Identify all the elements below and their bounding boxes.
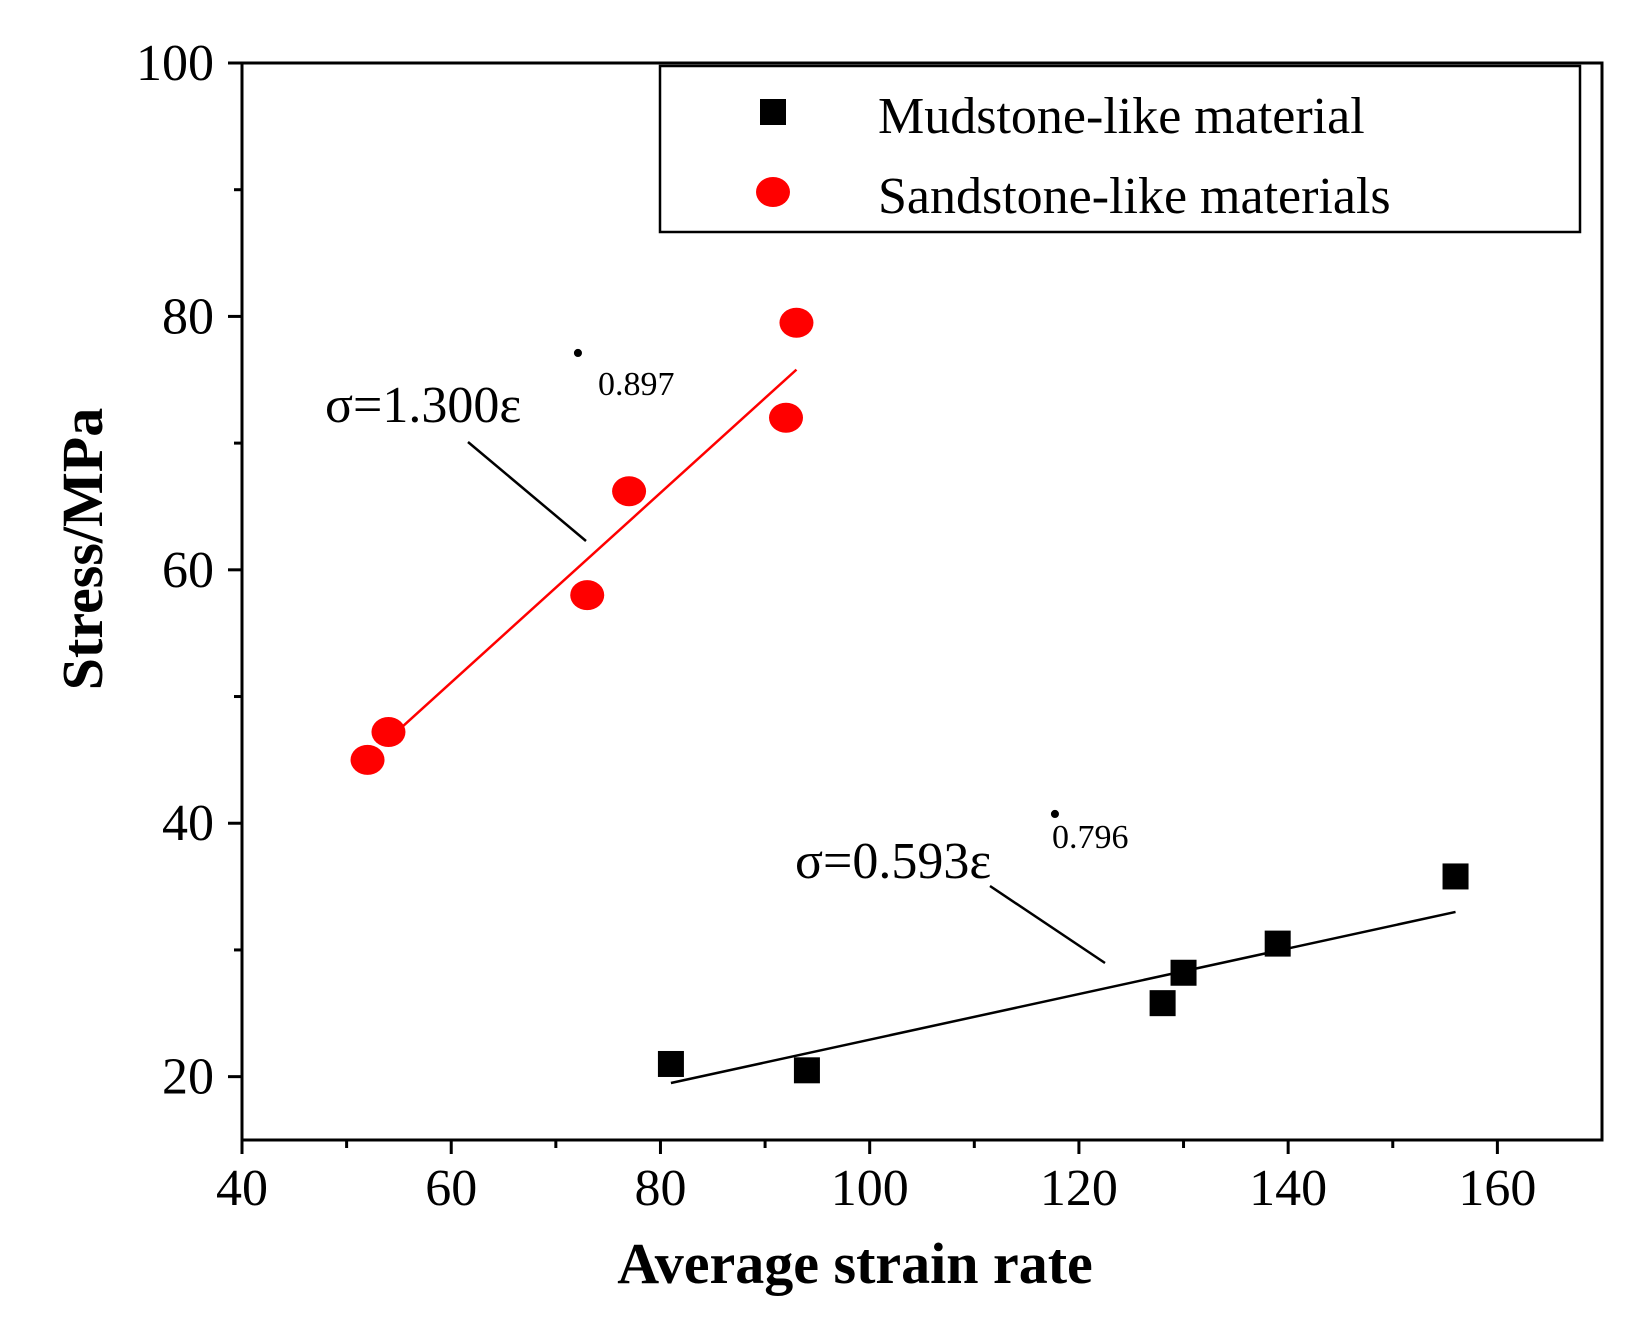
sandstone-data-point [371,717,406,748]
legend-label: Sandstone-like materials [878,168,1391,225]
sandstone-data-point [769,402,803,433]
x-axis-title: Average strain rate [617,1231,1093,1296]
data-markers [350,307,1469,1084]
y-tick-label: 80 [162,288,214,345]
x-tick-label: 60 [425,1160,477,1217]
x-tick-label: 140 [1249,1160,1327,1217]
mudstone-equation-text: σ=0.593ε [795,833,991,890]
mudstone-equation-leader [989,884,1106,965]
sandstone-equation-exponent: 0.897 [598,366,675,403]
mudstone-data-point [1149,990,1176,1017]
legend-box [658,64,1582,234]
mudstone-data-point [1264,930,1291,957]
y-tick-label: 20 [162,1049,214,1106]
sandstone-data-point [612,476,647,507]
mudstone-data-point [1170,959,1197,986]
sandstone-data-point [570,580,605,611]
mudstone-fit-line [670,910,1456,1085]
y-tick-label: 60 [162,542,214,599]
sandstone-equation-text: σ=1.300ε [325,377,521,434]
sandstone-equation-dot: • [572,335,584,372]
sandstone-data-point [779,307,814,338]
mudstone-equation-dot: • [1049,796,1061,833]
legend-marker-square [760,99,786,125]
mudstone-data-point [657,1050,684,1077]
fit-annotations: σ=0.593ε 0.796•σ=1.300ε 0.897• [325,335,1129,965]
x-tick-label: 100 [831,1160,909,1217]
x-tick-label: 120 [1040,1160,1118,1217]
plot-frame [240,61,1604,1142]
y-tick-label: 40 [162,795,214,852]
sandstone-data-point [350,744,385,775]
mudstone-data-point [793,1057,820,1084]
legend: Mudstone-like material Sandstone-like mat… [658,64,1582,234]
sandstone-equation-leader [467,441,587,542]
fit-lines [392,368,1456,1085]
y-axis-title: Stress/MPa [50,408,115,690]
sandstone-fit-line [392,368,798,736]
legend-label: Mudstone-like material [878,88,1365,145]
mudstone-data-point [1442,863,1469,890]
x-tick-label: 80 [634,1160,686,1217]
mudstone-equation-exponent: 0.796 [1052,819,1129,856]
x-tick-label: 40 [216,1160,268,1217]
legend-marker-circle [756,177,790,207]
x-tick-label: 160 [1458,1160,1536,1217]
y-tick-label: 100 [136,35,214,92]
